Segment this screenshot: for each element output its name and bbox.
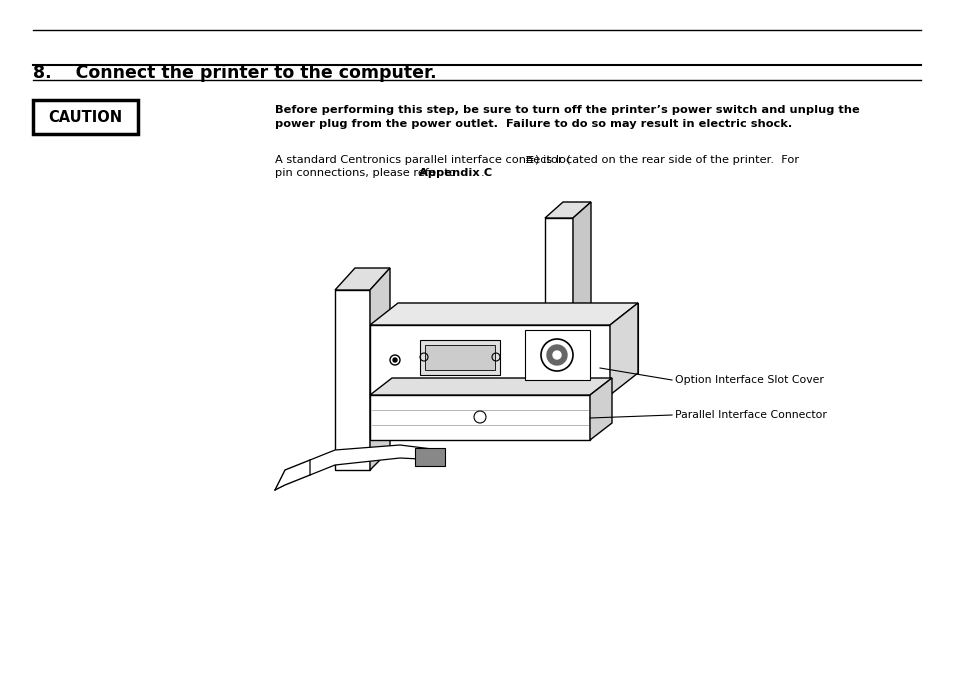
- Polygon shape: [310, 445, 439, 475]
- FancyBboxPatch shape: [419, 340, 499, 375]
- FancyBboxPatch shape: [524, 330, 589, 380]
- Text: ) is located on the rear side of the printer.  For: ) is located on the rear side of the pri…: [535, 155, 799, 165]
- Circle shape: [393, 358, 396, 362]
- Polygon shape: [370, 395, 589, 440]
- Polygon shape: [370, 268, 390, 470]
- FancyBboxPatch shape: [424, 345, 495, 370]
- Text: Before performing this step, be sure to turn off the printer’s power switch and : Before performing this step, be sure to …: [274, 105, 859, 129]
- Text: ≣: ≣: [524, 155, 534, 165]
- Polygon shape: [370, 325, 609, 395]
- Text: Parallel Interface Connector: Parallel Interface Connector: [675, 410, 826, 420]
- Text: A standard Centronics parallel interface connector (: A standard Centronics parallel interface…: [274, 155, 570, 165]
- Polygon shape: [544, 218, 573, 375]
- FancyBboxPatch shape: [33, 100, 138, 134]
- Polygon shape: [573, 202, 590, 375]
- Text: 8.    Connect the printer to the computer.: 8. Connect the printer to the computer.: [33, 64, 436, 82]
- Polygon shape: [397, 303, 638, 373]
- Circle shape: [546, 345, 566, 365]
- Text: CAUTION: CAUTION: [48, 110, 122, 124]
- Polygon shape: [335, 290, 370, 470]
- Polygon shape: [544, 202, 590, 218]
- Polygon shape: [370, 378, 612, 395]
- Text: Appendix C: Appendix C: [418, 168, 492, 178]
- Polygon shape: [609, 303, 638, 395]
- Text: .: .: [480, 168, 484, 178]
- Polygon shape: [335, 268, 390, 290]
- Text: pin connections, please refer to: pin connections, please refer to: [274, 168, 459, 178]
- FancyBboxPatch shape: [415, 448, 444, 466]
- Circle shape: [553, 351, 560, 359]
- Polygon shape: [370, 303, 638, 325]
- Text: Option Interface Slot Cover: Option Interface Slot Cover: [675, 375, 823, 385]
- Polygon shape: [589, 378, 612, 440]
